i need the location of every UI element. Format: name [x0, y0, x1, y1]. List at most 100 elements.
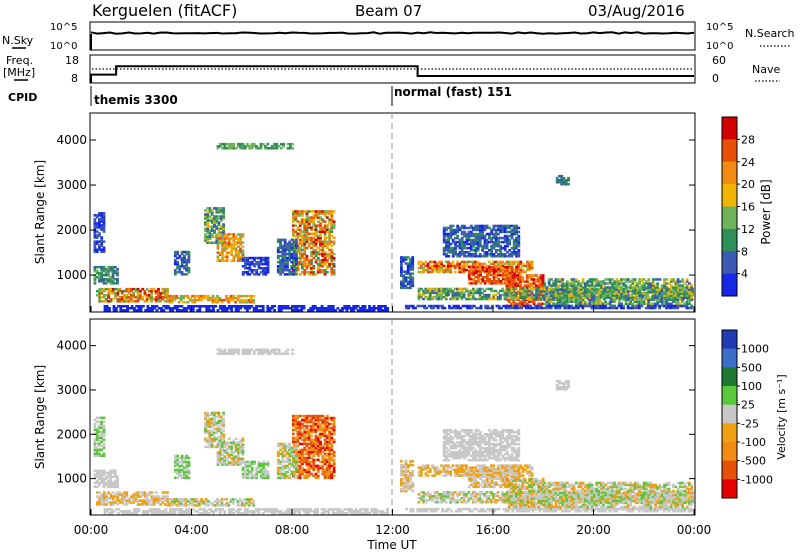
p-cell — [205, 309, 209, 312]
p-cell — [244, 267, 247, 270]
v-cell — [98, 424, 101, 427]
p-cell — [286, 262, 289, 266]
p-cell — [658, 296, 662, 299]
v-cell — [232, 500, 235, 503]
v-cell — [216, 463, 220, 466]
p-cell — [290, 248, 294, 252]
p-cell — [170, 298, 174, 302]
p-cell — [503, 224, 507, 228]
p-cell — [191, 298, 194, 302]
p-cell — [321, 246, 325, 250]
p-cell — [576, 306, 580, 310]
v-cell — [213, 417, 216, 421]
p-cell — [227, 298, 231, 302]
p-cell — [316, 234, 320, 238]
p-cell — [406, 272, 410, 275]
p-cell — [620, 302, 623, 305]
p-cell — [292, 240, 296, 244]
p-cell — [499, 282, 503, 285]
p-cell — [476, 262, 480, 266]
v-cell — [232, 455, 236, 458]
p-cell — [279, 258, 282, 262]
p-cell — [210, 211, 214, 214]
p-cell — [323, 244, 327, 248]
p-cell — [311, 309, 315, 312]
p-cell — [102, 294, 106, 297]
v-cell — [98, 491, 102, 494]
p-cell — [321, 262, 325, 266]
p-cell — [98, 294, 102, 297]
p-cell — [409, 268, 412, 271]
p-cell — [359, 307, 362, 310]
p-cell — [225, 142, 229, 146]
p-cell — [490, 282, 494, 285]
p-cell — [218, 296, 222, 300]
v-cell — [150, 491, 154, 494]
p-cell — [470, 282, 473, 285]
p-cell — [509, 306, 512, 310]
p-cell — [400, 256, 403, 259]
v-cell — [107, 479, 110, 482]
p-cell — [282, 145, 285, 148]
v-cell — [177, 498, 181, 501]
p-cell — [424, 268, 428, 272]
v-cell — [213, 445, 216, 449]
p-cell — [261, 142, 265, 146]
p-cell — [584, 282, 587, 285]
p-cell — [266, 256, 270, 260]
freq-tick-high: 18 — [65, 54, 79, 67]
p-cell — [486, 269, 489, 273]
p-cell — [574, 288, 578, 291]
p-cell — [295, 307, 299, 310]
p-cell — [462, 260, 466, 264]
v-cell — [294, 422, 298, 426]
p-cell — [435, 289, 439, 293]
p-cell — [402, 284, 406, 287]
p-cell — [561, 280, 565, 283]
p-cell — [208, 211, 212, 214]
v-cell — [222, 421, 225, 425]
p-cell — [617, 282, 621, 285]
v-cell — [109, 471, 113, 474]
p-cell — [301, 256, 304, 260]
p-cell — [328, 252, 331, 256]
p-cell — [123, 298, 126, 301]
p-cell — [259, 267, 263, 270]
p-cell — [681, 298, 684, 301]
p-cell — [463, 253, 466, 256]
p-cell — [469, 244, 473, 248]
p-cell — [204, 237, 207, 240]
p-cell — [541, 288, 545, 291]
p-cell — [163, 289, 167, 293]
v-cell — [134, 491, 138, 494]
v-cell — [227, 502, 231, 505]
v-cell — [206, 437, 210, 441]
v-cell — [180, 454, 184, 458]
p-cell — [323, 214, 327, 217]
p-cell — [143, 294, 147, 297]
p-cell — [207, 307, 211, 310]
p-cell — [472, 234, 475, 238]
p-cell — [266, 271, 270, 274]
p-cell — [241, 305, 245, 308]
p-cell — [230, 145, 233, 148]
p-cell — [461, 304, 465, 308]
p-cell — [169, 307, 172, 310]
p-cell — [102, 248, 106, 251]
p-cell — [521, 262, 525, 266]
v-cell — [168, 502, 172, 505]
v-cell — [184, 504, 188, 507]
noise-panel: N.Sky 10^5 10^0 10^5 10^0 N.Search — [2, 21, 795, 52]
v-cell — [202, 500, 206, 503]
v-cell — [109, 483, 113, 486]
p-cell — [581, 294, 585, 297]
p-cell — [467, 278, 471, 281]
p-cell — [98, 220, 101, 223]
p-cell — [310, 273, 313, 276]
p-cell — [447, 246, 451, 250]
p-cell — [325, 267, 329, 270]
p-cell — [295, 305, 299, 308]
p-cell — [314, 260, 318, 264]
v-cell — [129, 497, 133, 500]
p-cell — [292, 265, 296, 268]
